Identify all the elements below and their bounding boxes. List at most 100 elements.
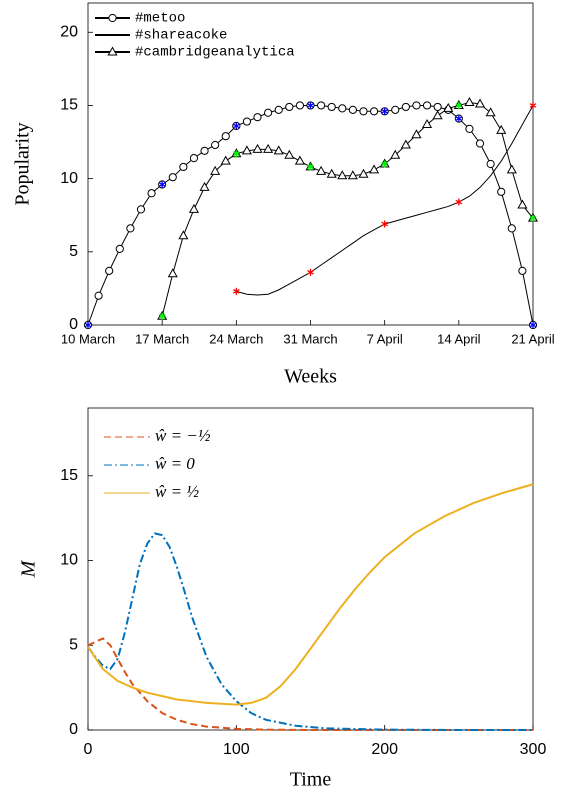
marker-star <box>307 101 314 109</box>
marker-star <box>529 101 537 109</box>
marker-triangle <box>316 165 327 175</box>
marker-circle <box>264 108 273 117</box>
star-stroke <box>307 269 314 275</box>
star-stroke <box>529 215 537 221</box>
marker-triangle <box>496 124 507 134</box>
marker-star <box>232 122 240 130</box>
marker-circle <box>242 117 252 126</box>
marker-triangle <box>337 170 348 180</box>
marker-star <box>529 214 537 222</box>
marker-star <box>455 198 463 206</box>
marker-circle <box>147 189 156 198</box>
series-line <box>87 532 533 731</box>
marker-star <box>307 268 314 276</box>
marker-star <box>84 321 92 329</box>
legend-label: ŵ = −½ <box>155 426 211 445</box>
star-stroke <box>84 322 92 328</box>
marker-circle <box>189 154 199 163</box>
star-stroke <box>381 221 389 227</box>
marker-circle <box>348 105 357 114</box>
marker-triangle <box>326 168 337 178</box>
legend-label: ŵ = 0 <box>155 454 195 473</box>
marker-circle <box>200 146 209 155</box>
legend-label: #cambridgeanalytica <box>135 45 295 61</box>
marker-circle <box>221 132 230 141</box>
marker-star <box>381 220 389 228</box>
star-stroke <box>232 123 240 129</box>
marker-circle <box>338 104 347 113</box>
star-stroke <box>307 164 314 170</box>
marker-circle <box>486 159 495 169</box>
marker-circle <box>433 102 442 112</box>
x-tick-label: 21 April <box>511 331 554 346</box>
y-axis-label: Popularity <box>12 122 34 205</box>
marker-triangle <box>273 145 284 155</box>
star-stroke <box>381 108 389 114</box>
marker-star <box>381 107 389 115</box>
y-tick-label: 10 <box>60 552 78 569</box>
x-tick-label: 31 March <box>283 331 337 346</box>
y-tick-label: 10 <box>60 170 78 187</box>
x-tick-label: 24 March <box>209 331 263 346</box>
marker-star <box>232 150 240 158</box>
star-stroke <box>232 151 240 157</box>
marker-circle <box>316 101 326 110</box>
marker-triangle <box>252 143 263 153</box>
legend-marker <box>107 46 118 56</box>
star-stroke <box>381 161 389 167</box>
star-stroke <box>455 116 463 121</box>
y-tick-label: 0 <box>69 721 78 738</box>
marker-triangle <box>210 165 221 175</box>
marker-circle <box>274 105 283 114</box>
marker-circle <box>412 101 421 110</box>
series-line <box>87 104 534 326</box>
marker-triangle <box>347 170 358 180</box>
star-stroke <box>158 182 166 187</box>
marker-circle <box>136 205 146 214</box>
star-stroke <box>529 322 537 328</box>
marker-star <box>158 312 166 320</box>
star-stroke <box>158 313 166 319</box>
legend-label: ŵ = ½ <box>155 482 199 501</box>
marker-circle <box>211 140 220 150</box>
series-line <box>87 483 534 706</box>
marker-triangle <box>284 149 295 159</box>
marker-circle <box>108 13 117 23</box>
marker-circle <box>391 105 400 114</box>
marker-star <box>455 115 463 123</box>
marker-triangle <box>220 155 231 165</box>
x-tick-label: 0 <box>84 741 93 758</box>
marker-triangle <box>443 102 454 112</box>
plot-frame <box>87 407 534 731</box>
marker-triangle <box>369 164 380 174</box>
marker-circle <box>285 102 294 112</box>
marker-triangle <box>107 46 118 56</box>
marker-circle <box>168 173 177 182</box>
marker-triangle <box>400 139 411 149</box>
marker-circle <box>401 102 410 112</box>
legend-marker <box>108 13 117 23</box>
series-line <box>87 637 533 731</box>
marker-circle <box>115 244 124 253</box>
y-tick-label: 5 <box>69 243 78 260</box>
marker-circle <box>518 266 527 275</box>
marker-circle <box>422 101 432 110</box>
x-tick-label: 100 <box>223 741 250 758</box>
x-tick-label: 17 March <box>135 331 189 346</box>
series-line <box>236 105 534 296</box>
marker-star <box>307 163 314 171</box>
y-tick-label: 15 <box>60 467 78 484</box>
marker-circle <box>359 107 368 116</box>
marker-triangle <box>485 107 496 117</box>
x-axis-label: Time <box>290 769 332 791</box>
legend-label: #metoo <box>135 11 185 27</box>
star-stroke <box>455 103 463 108</box>
y-tick-label: 5 <box>69 636 78 653</box>
x-tick-label: 10 March <box>61 331 115 346</box>
x-tick-label: 300 <box>520 741 547 758</box>
y-tick-label: 0 <box>69 316 78 333</box>
marker-circle <box>497 187 506 196</box>
marker-circle <box>253 113 262 122</box>
marker-circle <box>295 101 305 110</box>
